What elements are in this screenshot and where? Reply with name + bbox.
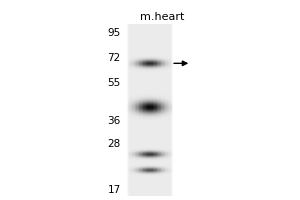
Text: 95: 95	[107, 28, 121, 38]
Text: 55: 55	[107, 78, 121, 88]
Text: 72: 72	[107, 53, 121, 63]
Text: 36: 36	[107, 116, 121, 126]
Text: 28: 28	[107, 139, 121, 149]
Text: m.heart: m.heart	[140, 12, 184, 22]
Bar	[129, 24, 171, 196]
Text: 17: 17	[107, 185, 121, 195]
